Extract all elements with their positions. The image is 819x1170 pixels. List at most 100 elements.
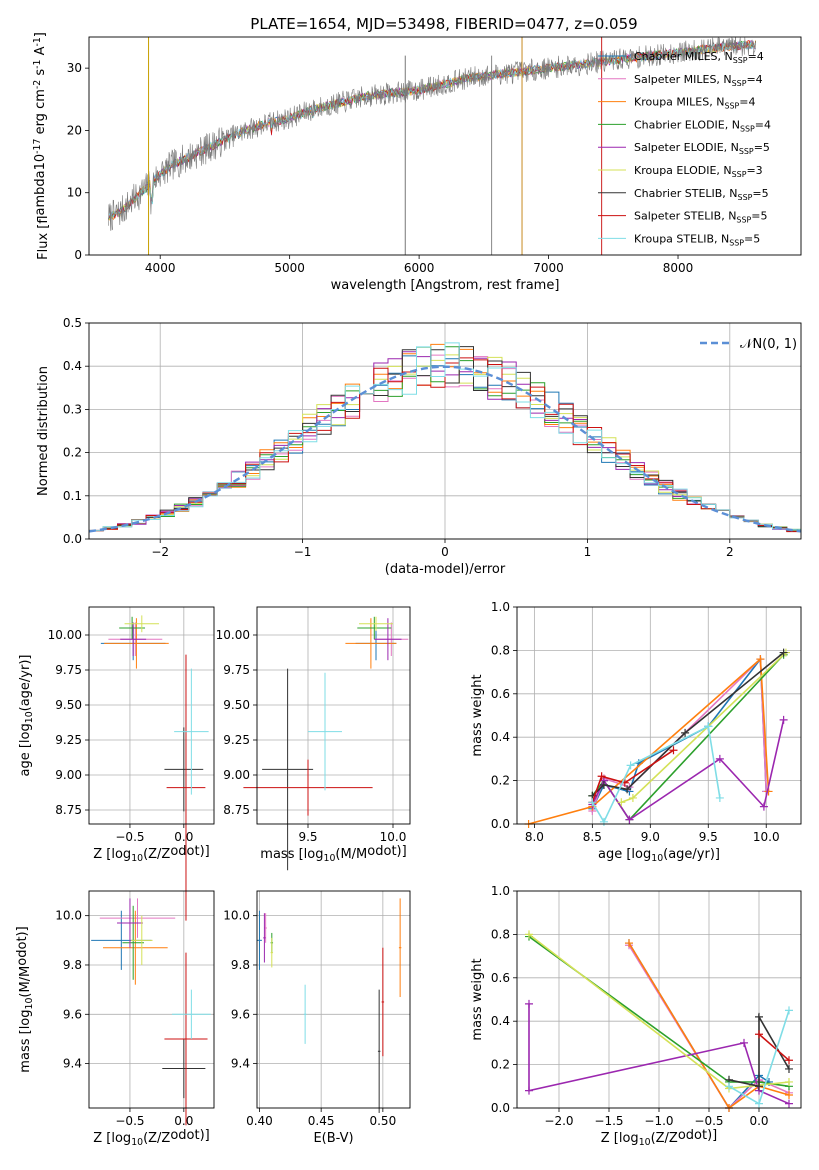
- weight-vs-z-marker: [785, 1077, 793, 1086]
- age-vs-z-ylabel: age [log10(age/yr)]: [18, 655, 35, 777]
- residuals-xtick-label: 1: [584, 545, 592, 559]
- mass-vs-ebv-xlabel: E(B-V): [313, 1131, 353, 1146]
- grid-layer: [89, 322, 801, 1109]
- age-vs-mass-xtick-label: 9.5: [298, 830, 317, 844]
- weight-vs-age-marker: [588, 798, 597, 807]
- mass-vs-z-ytick-label: 10.0: [55, 909, 82, 923]
- mass-vs-ebv-ytick-label: 10.0: [223, 909, 250, 923]
- weight-vs-z-marker: [525, 930, 533, 939]
- weight-vs-z-marker: [785, 1064, 793, 1073]
- weight-vs-age-marker: [704, 722, 713, 731]
- spectrum-legend-label-8: Kroupa STELIB, NSSP=5: [634, 232, 760, 247]
- weight-vs-z-ytick-label: 0.0: [491, 1101, 510, 1115]
- spectrum-xtick-label: 5000: [274, 261, 305, 275]
- spectrum-legend-label-5: Kroupa ELODIE, NSSP=3: [634, 164, 763, 179]
- residuals-xlabel: (data-model)/error: [385, 562, 506, 577]
- spectrum-ytick-label: 0: [74, 248, 82, 262]
- weight-vs-z-marker: [755, 1082, 763, 1091]
- age-vs-z-ytick-label: 9.25: [55, 733, 82, 747]
- spectrum-legend-label-1: Salpeter MILES, NSSP=4: [634, 73, 763, 88]
- age-vs-mass-ytick-label: 9.25: [223, 733, 250, 747]
- weight-vs-age-marker: [759, 802, 768, 811]
- age-vs-mass-ytick-label: 8.75: [223, 803, 250, 817]
- mass-vs-z-ytick-label: 9.4: [63, 1057, 82, 1071]
- weight-vs-age-series-7: [591, 749, 674, 803]
- weight-vs-age-frame: [516, 606, 802, 825]
- mass-vs-ebv-frame: [256, 890, 411, 1109]
- age-vs-z-xlabel: Z [log10(Z/Zodot)]: [93, 844, 210, 864]
- spectrum-ytick-label: 30: [67, 61, 82, 75]
- spectrum-ytick-label: 20: [67, 123, 82, 137]
- weight-vs-z-xtick-label: 0.0: [749, 1114, 768, 1128]
- weight-vs-age-marker: [628, 793, 637, 802]
- weight-vs-age-marker: [715, 793, 724, 802]
- weight-vs-age-marker: [626, 761, 635, 770]
- age-vs-mass-ytick-label: 9.50: [223, 698, 250, 712]
- weight-vs-age-xtick-label: 8.5: [583, 830, 602, 844]
- weight-vs-z-ytick-label: 0.8: [491, 927, 510, 941]
- age-vs-z-frame: [88, 606, 215, 825]
- spectrum-ylabel: Flux [flambda10-17 erg cm-2 s-1 A-1]: [32, 32, 51, 260]
- age-vs-z-ytick-label: 9.00: [55, 768, 82, 782]
- residuals-xtick-label: 0: [441, 545, 449, 559]
- axes-layer: [85, 36, 802, 1112]
- weight-vs-z-marker: [785, 1090, 793, 1099]
- weight-vs-z-ytick-label: 0.6: [491, 971, 510, 985]
- weight-vs-age-ytick-label: 0.6: [491, 687, 510, 701]
- spectrum-xtick-label: 8000: [663, 261, 694, 275]
- spectrum-legend-label-2: Kroupa MILES, NSSP=4: [634, 96, 755, 111]
- weight-vs-age-ytick-label: 0.8: [491, 643, 510, 657]
- weight-vs-z-marker: [785, 1099, 793, 1108]
- weight-vs-age-marker: [599, 780, 608, 789]
- weight-vs-age-ytick-label: 1.0: [491, 600, 510, 614]
- weight-vs-age-marker: [669, 746, 678, 755]
- weight-vs-z-marker: [740, 1038, 748, 1047]
- weight-vs-age-ytick-label: 0.0: [491, 817, 510, 831]
- weight-vs-z-ylabel: mass weight: [470, 958, 485, 1040]
- weight-vs-z-xtick-label: −2.0: [544, 1114, 573, 1128]
- weight-vs-age-xtick-label: 10.0: [753, 830, 780, 844]
- age-vs-mass-ytick-label: 9.75: [223, 663, 250, 677]
- age-vs-z-xtick-label: 0.0: [174, 830, 193, 844]
- weight-vs-age-marker: [617, 798, 626, 807]
- spectrum-observed: [108, 37, 756, 231]
- mass-vs-z-xtick-label: −0.5: [115, 1114, 144, 1128]
- weight-vs-age-marker: [623, 785, 632, 794]
- weight-vs-z-ytick-label: 0.2: [491, 1058, 510, 1072]
- age-vs-z-ytick-label: 8.75: [55, 803, 82, 817]
- figure-title: PLATE=1654, MJD=53498, FIBERID=0477, z=0…: [250, 15, 637, 33]
- mass-vs-ebv-ytick-label: 9.4: [231, 1057, 250, 1071]
- residual-legend-label: 𝒩N(0, 1): [740, 337, 797, 352]
- residuals-ylabel: Normed distribution: [36, 366, 51, 496]
- weight-vs-age-series-8: [591, 725, 721, 824]
- weight-vs-z-series-7: [758, 1033, 790, 1061]
- weight-vs-age-xtick-label: 9.0: [641, 830, 660, 844]
- mass-vs-z-xtick-label: 0.0: [174, 1114, 193, 1128]
- weight-vs-z-marker: [755, 1012, 763, 1021]
- spectrum-legend-label-4: Salpeter ELODIE, NSSP=5: [634, 141, 770, 156]
- weight-vs-age-ytick-label: 0.2: [491, 774, 510, 788]
- spectrum-ytick-label: 10: [67, 186, 82, 200]
- mass-vs-ebv-xtick-label: 0.45: [308, 1114, 335, 1128]
- mass-vs-z-ylabel: mass [log10(M/Modot)]: [15, 926, 35, 1072]
- spectrum-xtick-label: 4000: [145, 261, 176, 275]
- residuals-ytick-label: 0.3: [63, 402, 82, 416]
- data-layer: [88, 37, 802, 1126]
- weight-vs-age-xtick-label: 9.5: [699, 830, 718, 844]
- normal-curve: [88, 365, 802, 533]
- weight-vs-z-marker: [785, 1056, 793, 1065]
- weight-vs-z-xtick-label: −1.5: [594, 1114, 623, 1128]
- weight-vs-z-marker: [755, 1099, 763, 1108]
- age-vs-mass-ytick-label: 9.00: [223, 768, 250, 782]
- mass-vs-ebv-xtick-label: 0.40: [246, 1114, 273, 1128]
- residuals-ytick-label: 0.2: [63, 446, 82, 460]
- residuals-ytick-label: 0.5: [63, 316, 82, 330]
- weight-vs-age-marker: [625, 815, 634, 824]
- mass-vs-ebv-ytick-label: 9.6: [231, 1007, 250, 1021]
- weight-vs-age-marker: [597, 772, 606, 781]
- weight-vs-age-series-5: [621, 652, 787, 804]
- residuals-ytick-label: 0.1: [63, 489, 82, 503]
- weight-vs-age-ytick-label: 0.4: [491, 730, 510, 744]
- mass-vs-z-frame: [88, 890, 215, 1109]
